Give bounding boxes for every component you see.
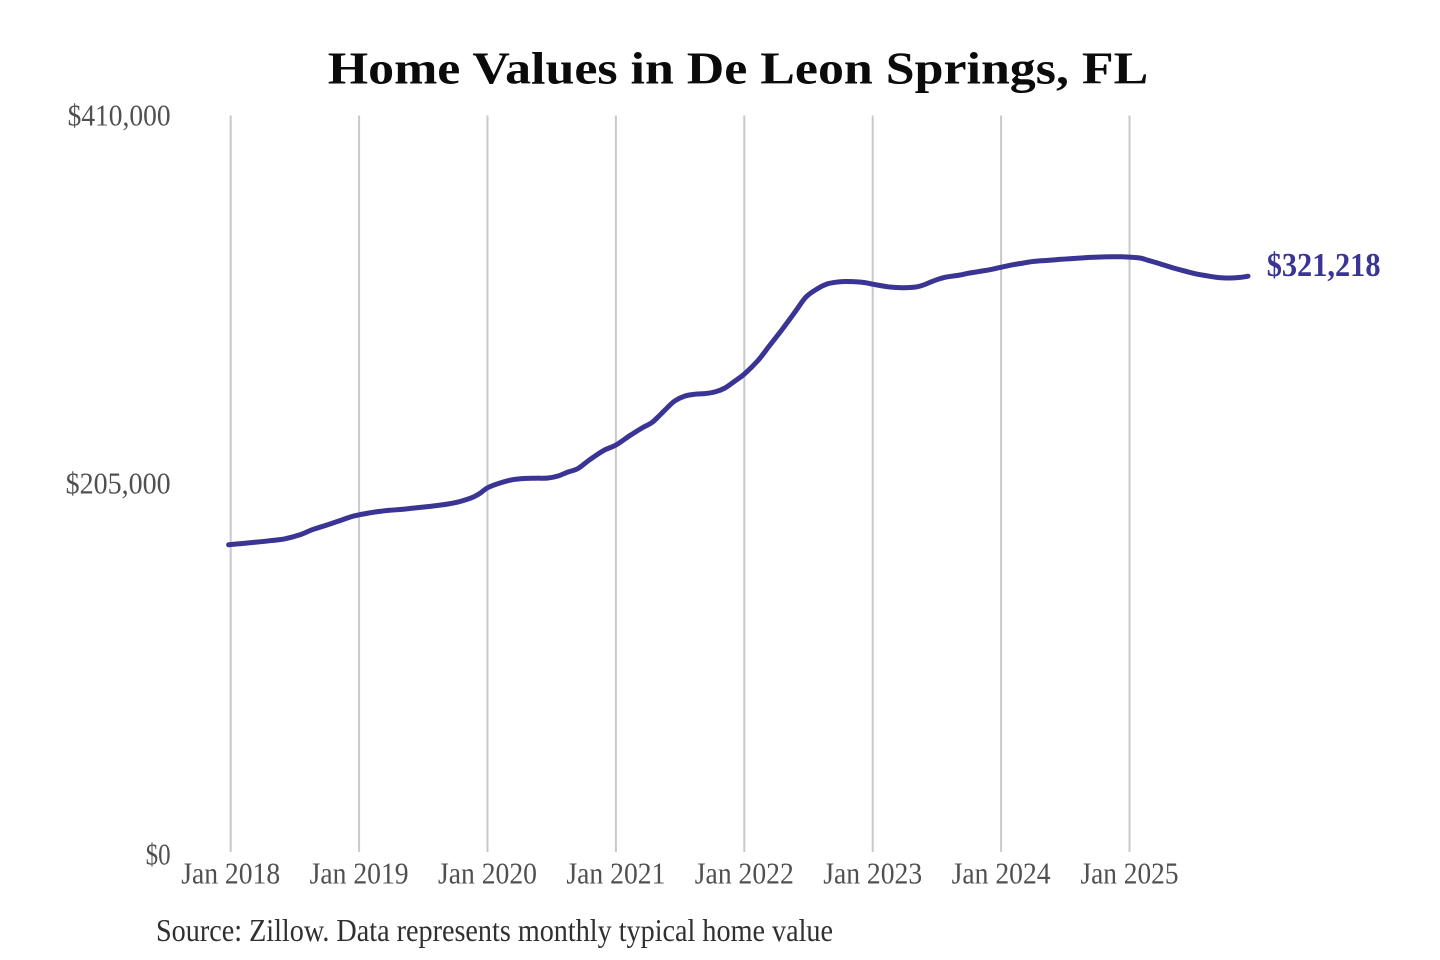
svg-text:Jan 2018: Jan 2018	[181, 856, 280, 891]
svg-text:$0: $0	[146, 837, 171, 872]
svg-text:Jan 2020: Jan 2020	[438, 856, 537, 891]
svg-text:Jan 2021: Jan 2021	[566, 856, 665, 891]
svg-text:Jan 2024: Jan 2024	[952, 856, 1051, 891]
svg-text:Jan 2022: Jan 2022	[695, 856, 794, 891]
svg-text:$205,000: $205,000	[66, 465, 171, 500]
svg-text:Jan 2019: Jan 2019	[310, 856, 409, 891]
svg-text:$321,218: $321,218	[1267, 247, 1381, 284]
svg-text:Home Values in De Leon Springs: Home Values in De Leon Springs, FL	[328, 42, 1149, 93]
svg-text:Jan 2023: Jan 2023	[823, 856, 922, 891]
svg-text:Source: Zillow. Data represent: Source: Zillow. Data represents monthly …	[156, 912, 833, 948]
svg-text:Jan 2025: Jan 2025	[1081, 856, 1179, 891]
svg-text:$410,000: $410,000	[68, 98, 171, 133]
